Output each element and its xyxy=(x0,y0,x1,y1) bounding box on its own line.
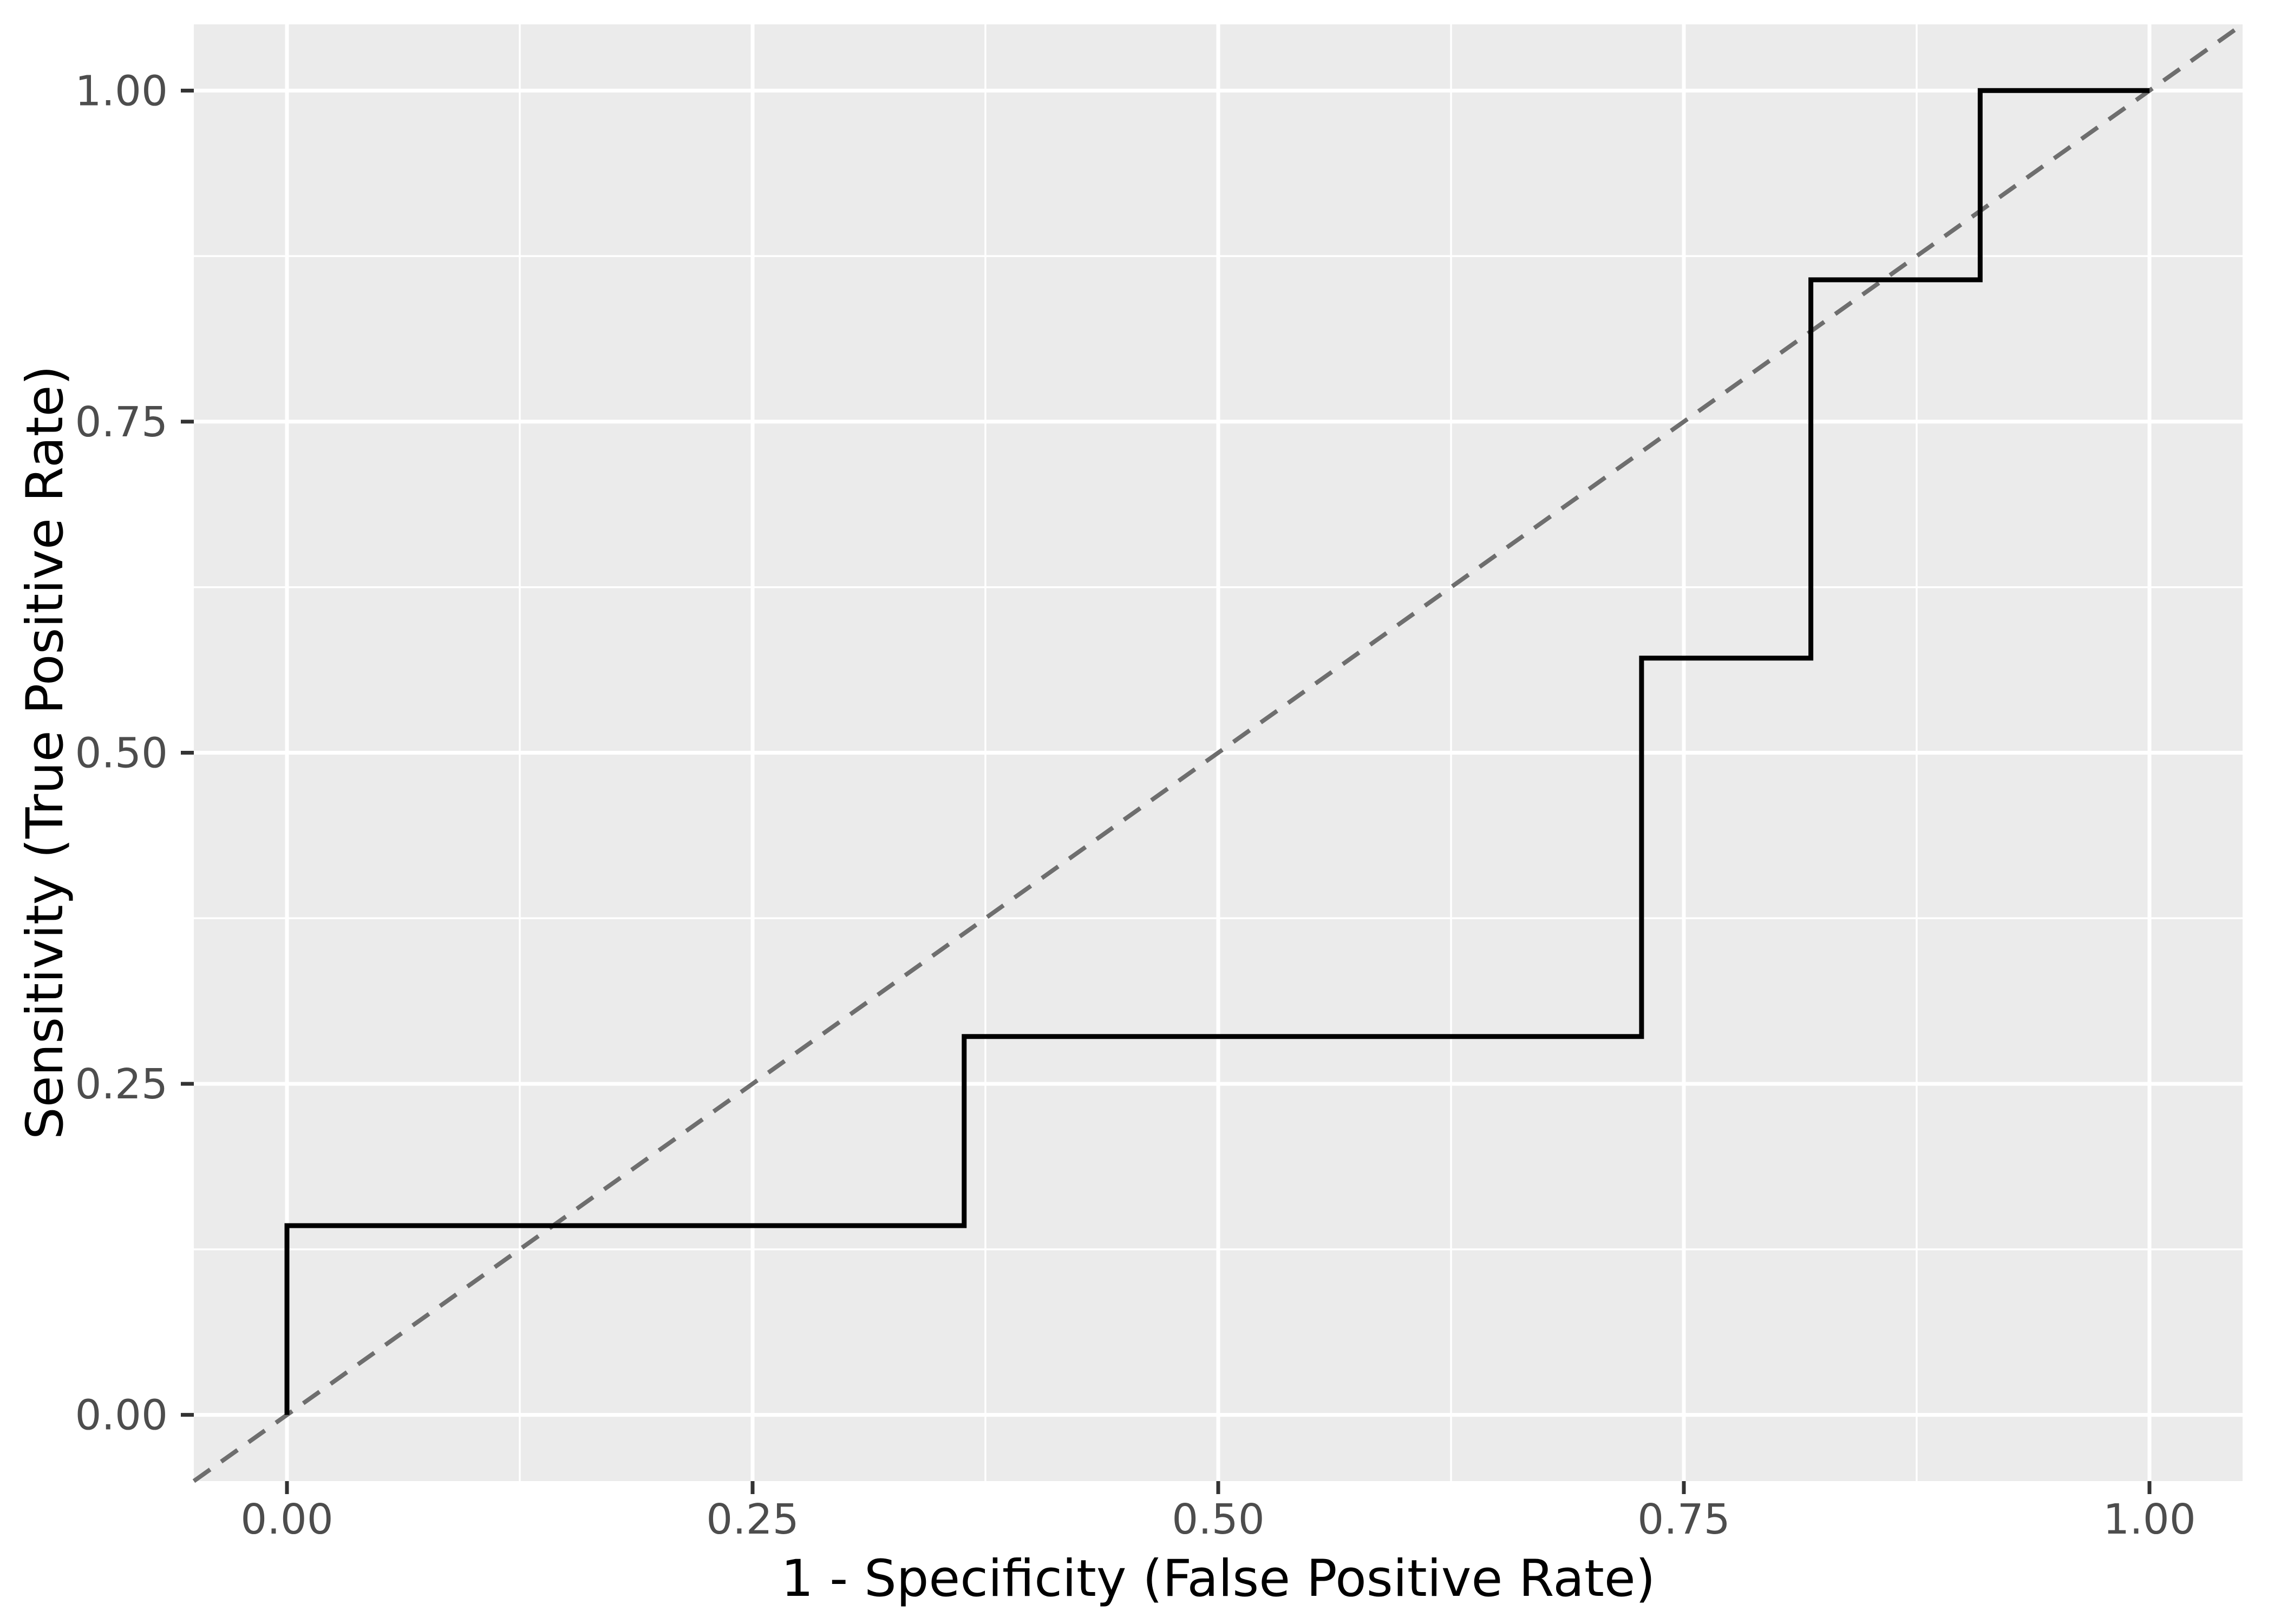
x-axis-tick-labels: 0.00 0.25 0.50 0.75 1.00 xyxy=(240,1496,2195,1544)
x-axis-tick-marks xyxy=(285,1481,2152,1494)
x-axis-title: 1 - Specificity (False Positive Rate) xyxy=(781,1549,1656,1608)
x-axis-tick-label: 0.25 xyxy=(706,1496,799,1544)
y-axis-tick-label: 0.25 xyxy=(75,1060,168,1109)
y-axis-tick-labels: 0.00 0.25 0.50 0.75 1.00 xyxy=(75,67,168,1439)
y-axis-tick-label: 0.75 xyxy=(75,398,168,447)
y-axis-tick-marks xyxy=(181,88,194,1417)
y-axis-tick-label: 0.50 xyxy=(75,730,168,778)
roc-curve-line xyxy=(284,88,2149,1415)
chart-series xyxy=(192,22,2244,1483)
x-axis-tick-label: 0.50 xyxy=(1172,1496,1264,1544)
y-axis-tick-label: 1.00 xyxy=(75,67,168,115)
y-axis-title: Sensitivity (True Positive Rate) xyxy=(16,365,75,1140)
chance-diagonal-line xyxy=(192,22,2244,1483)
x-axis-tick-label: 0.00 xyxy=(240,1496,333,1544)
x-axis-tick-label: 0.75 xyxy=(1637,1496,1730,1544)
x-axis-tick-label: 1.00 xyxy=(2103,1496,2195,1544)
y-axis-tick-label: 0.00 xyxy=(75,1392,168,1440)
